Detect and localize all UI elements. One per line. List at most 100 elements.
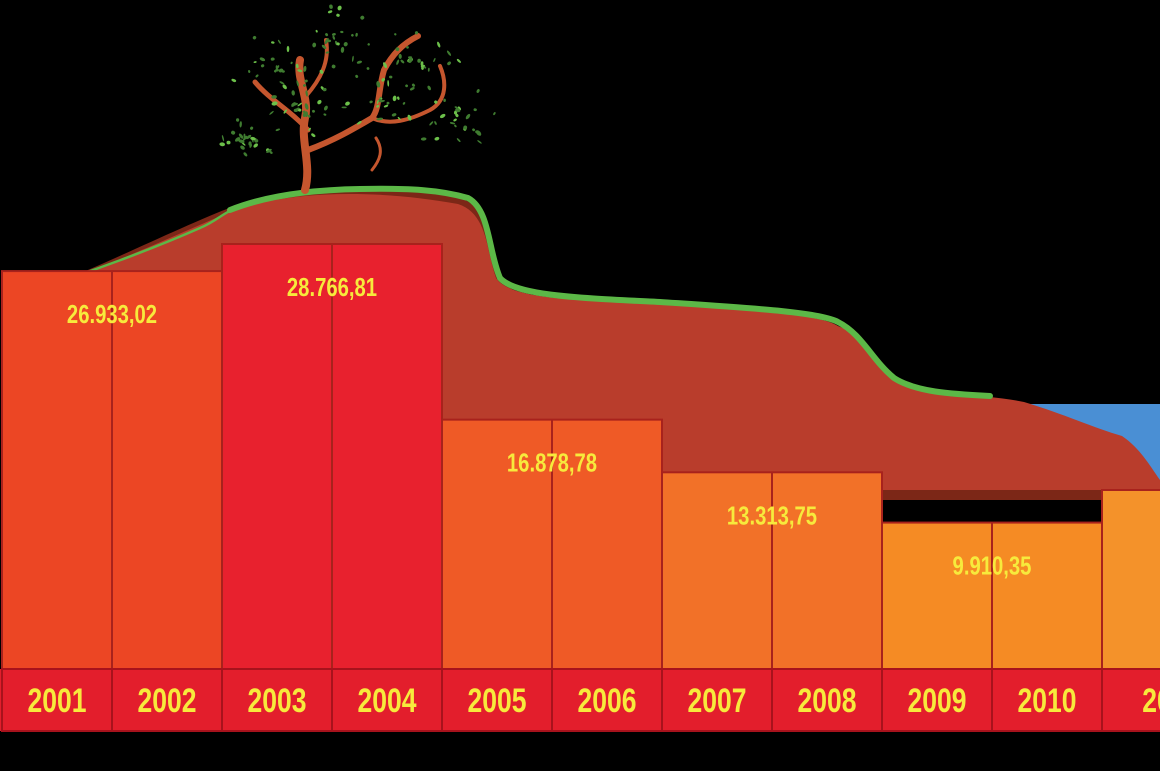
year-label: 2004: [358, 682, 417, 720]
leaf: [325, 51, 330, 54]
leaf: [266, 148, 272, 153]
leaf: [323, 113, 327, 116]
leaf: [308, 127, 311, 131]
leaf: [439, 113, 446, 119]
leaf: [275, 68, 279, 72]
leaf: [386, 101, 390, 105]
tree: [219, 4, 496, 194]
year-label: 2009: [908, 682, 967, 720]
year-cell: [1101, 668, 1160, 732]
leaf: [382, 62, 388, 69]
value-label: 26.933,02: [67, 300, 157, 329]
leaf: [477, 140, 482, 144]
leaf: [411, 83, 416, 87]
leaf: [303, 65, 307, 72]
value-label: 13.313,75: [727, 501, 817, 530]
leaf: [296, 80, 299, 87]
leaf: [420, 137, 427, 141]
leaf: [465, 113, 471, 120]
leaf: [219, 142, 225, 147]
year-label: 2001: [28, 682, 87, 720]
leaf: [295, 63, 299, 69]
leaf: [260, 64, 265, 68]
leaf: [493, 112, 496, 116]
leaf: [454, 106, 459, 109]
leaf: [456, 138, 461, 143]
leaf: [447, 61, 451, 66]
leaf: [405, 84, 409, 88]
leaf: [400, 59, 405, 64]
tree-branch: [252, 79, 311, 133]
leaf: [319, 69, 324, 74]
leaf: [238, 133, 244, 139]
leaf: [463, 125, 468, 130]
leaf: [340, 30, 344, 34]
leaf: [331, 64, 336, 69]
leaf: [271, 41, 275, 44]
leaf: [303, 84, 306, 87]
leaf: [402, 102, 406, 105]
leaf: [395, 47, 400, 52]
leaf: [397, 116, 401, 121]
value-label: 9.910,35: [953, 551, 1032, 580]
leaf: [351, 34, 354, 37]
leaf: [360, 15, 365, 20]
grass-line: [227, 185, 993, 399]
bar-2011: [1101, 489, 1160, 670]
year-label: 2002: [138, 682, 197, 720]
leaf: [275, 65, 278, 70]
leaf: [449, 122, 456, 125]
leaf: [275, 128, 280, 132]
leaf: [282, 84, 287, 90]
leaf: [243, 152, 248, 157]
leaf: [312, 109, 315, 113]
leaf: [381, 77, 385, 82]
leaf: [366, 67, 370, 70]
leaf: [312, 42, 317, 48]
leaf: [437, 41, 441, 48]
leaf: [291, 90, 295, 96]
leaf: [356, 120, 362, 125]
leaf: [327, 39, 332, 43]
leaf: [271, 95, 277, 99]
leaf: [293, 108, 299, 113]
leaf: [253, 61, 257, 64]
leaf: [243, 133, 246, 138]
leaf: [367, 43, 370, 46]
leaf: [356, 60, 363, 64]
leaf: [238, 139, 245, 144]
year-label: 2003: [248, 682, 307, 720]
year-label: 2007: [688, 682, 747, 720]
leaf: [475, 130, 482, 136]
leaf: [231, 78, 237, 83]
leaf: [355, 74, 359, 78]
leaf: [476, 88, 480, 94]
leaf: [336, 42, 340, 46]
leaf: [297, 69, 303, 73]
leaf: [302, 111, 308, 117]
year-label: 2008: [798, 682, 857, 720]
year-label: 2010: [1018, 682, 1077, 720]
leaf: [343, 42, 348, 47]
leaf: [352, 55, 354, 62]
leaf: [434, 136, 440, 141]
leaf: [376, 99, 379, 105]
year-band: 2001 2002 2003 2004 2005 2006 2007 2008 2009 2010…: [0, 668, 1160, 732]
tree-branch: [304, 38, 329, 98]
leaf: [396, 59, 400, 65]
leaf: [397, 96, 400, 100]
leaf: [291, 102, 299, 106]
leaf: [324, 37, 329, 45]
leaf: [250, 136, 256, 141]
leaf: [423, 66, 427, 69]
leaf: [304, 103, 309, 110]
leaf: [383, 104, 389, 108]
leaf: [376, 81, 381, 88]
leaf: [271, 101, 278, 106]
leaf: [329, 4, 333, 9]
leaf: [231, 130, 236, 135]
leaf: [429, 121, 434, 126]
leaf: [355, 32, 358, 37]
leaf: [337, 5, 342, 11]
